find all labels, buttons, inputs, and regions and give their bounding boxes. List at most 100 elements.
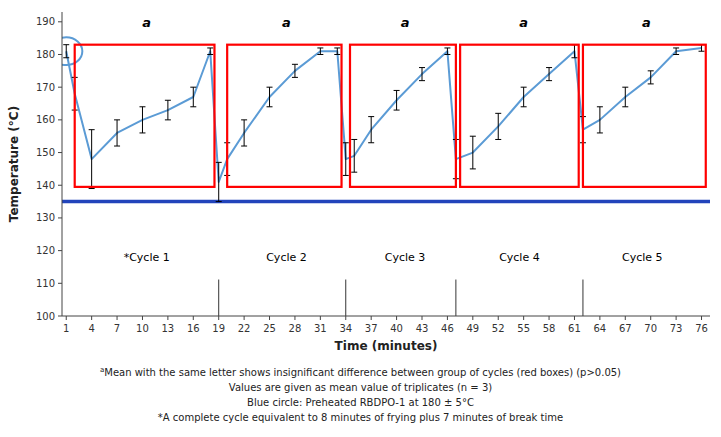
x-tick (676, 316, 677, 320)
y-axis-label: Temperature (°C) (7, 106, 21, 222)
x-tick-label: 4 (88, 323, 94, 334)
error-bar (673, 48, 679, 55)
error-bar (139, 107, 145, 133)
x-tick-label: 40 (390, 323, 403, 334)
error-bars (63, 45, 704, 202)
footnotes: aMean with the same letter shows insigni… (100, 366, 621, 423)
cycle-labels: *Cycle 1Cycle 2Cycle 3Cycle 4Cycle 5 (124, 251, 663, 264)
y-tick-label: 110 (36, 278, 55, 289)
x-tick-label: 16 (187, 323, 200, 334)
y-axis-line (62, 12, 63, 316)
x-tick-label: 49 (466, 323, 479, 334)
error-bar (394, 90, 400, 110)
x-tick-label: 58 (543, 323, 556, 334)
error-bar (597, 107, 603, 133)
cycle-box (350, 45, 456, 187)
y-tick (58, 152, 62, 153)
error-bar (495, 113, 501, 139)
y-tick-label: 180 (36, 49, 55, 60)
cycle-divider (218, 280, 219, 316)
x-tick-label: 7 (114, 323, 120, 334)
error-bar (267, 87, 273, 107)
x-tick (422, 316, 423, 320)
cycle-box (75, 45, 215, 187)
cycle-divider (582, 280, 583, 316)
y-tick (58, 217, 62, 218)
error-bar (368, 117, 374, 143)
footnote: Values are given as mean value of tripli… (229, 382, 492, 393)
error-bar (343, 143, 349, 176)
x-tick (396, 316, 397, 320)
footnote-text: *A complete cycle equivalent to 8 minute… (158, 412, 563, 423)
y-tick-label: 130 (36, 212, 55, 223)
x-tick-label: 67 (619, 323, 632, 334)
x-tick-label: 55 (517, 323, 530, 334)
x-tick-label: 1 (63, 323, 69, 334)
x-tick (650, 316, 651, 320)
significance-letter: a (282, 15, 291, 30)
x-tick-label: 31 (314, 323, 327, 334)
cycle-label: *Cycle 1 (124, 251, 170, 264)
error-bar (114, 120, 120, 146)
error-bar (317, 48, 323, 55)
x-tick-label: 46 (441, 323, 454, 334)
axes: 1471013161922252831343740434649525558616… (36, 12, 710, 334)
x-tick-label: 76 (695, 323, 708, 334)
y-tick (58, 250, 62, 251)
x-tick (142, 316, 143, 320)
preheat-circle (62, 37, 82, 65)
x-tick-label: 52 (492, 323, 505, 334)
x-tick-label: 37 (365, 323, 378, 334)
error-bar (444, 48, 450, 55)
x-tick (269, 316, 270, 320)
y-tick-label: 100 (36, 311, 55, 322)
x-tick (371, 316, 372, 320)
y-tick-label: 160 (36, 114, 55, 125)
error-bar (241, 120, 247, 146)
cycle-boxes (75, 45, 706, 187)
cycle-box (227, 45, 341, 187)
y-tick (58, 283, 62, 284)
y-tick (58, 87, 62, 88)
x-tick-label: 19 (212, 323, 225, 334)
x-tick-label: 61 (568, 323, 581, 334)
x-tick (574, 316, 575, 320)
x-tick (244, 316, 245, 320)
error-bar (419, 68, 425, 81)
error-bar (292, 64, 298, 77)
x-tick-label: 13 (162, 323, 175, 334)
x-tick (320, 316, 321, 320)
significance-letter: a (142, 15, 151, 30)
error-bar (546, 68, 552, 81)
cycle-divider (455, 280, 456, 316)
error-bar (622, 87, 628, 107)
reference-line (62, 200, 710, 204)
x-tick (523, 316, 524, 320)
temperature-line (66, 48, 701, 182)
error-bar (165, 100, 171, 120)
footnote-text: Values are given as mean value of tripli… (229, 382, 492, 393)
footnote-text: Blue circle: Preheated RBDPO-1 at 180 ± … (247, 397, 474, 408)
x-tick (472, 316, 473, 320)
x-axis-line (62, 316, 710, 317)
x-tick-label: 25 (263, 323, 276, 334)
x-tick-label: 73 (670, 323, 683, 334)
footnote: *A complete cycle equivalent to 8 minute… (158, 412, 563, 423)
x-tick (625, 316, 626, 320)
y-tick-label: 150 (36, 147, 55, 158)
significance-letters: aaaaa (142, 15, 651, 30)
x-tick-label: 43 (416, 323, 429, 334)
y-tick-label: 120 (36, 245, 55, 256)
cycle-label: Cycle 4 (499, 251, 540, 264)
y-tick (58, 119, 62, 120)
x-tick (294, 316, 295, 320)
error-bar (216, 162, 222, 201)
x-tick (66, 316, 67, 320)
cycle-label: Cycle 2 (266, 251, 307, 264)
cycle-box (460, 45, 579, 187)
error-bar (470, 136, 476, 169)
cycle-label: Cycle 3 (385, 251, 426, 264)
error-bar (63, 45, 69, 58)
x-tick (167, 316, 168, 320)
y-tick (58, 54, 62, 55)
